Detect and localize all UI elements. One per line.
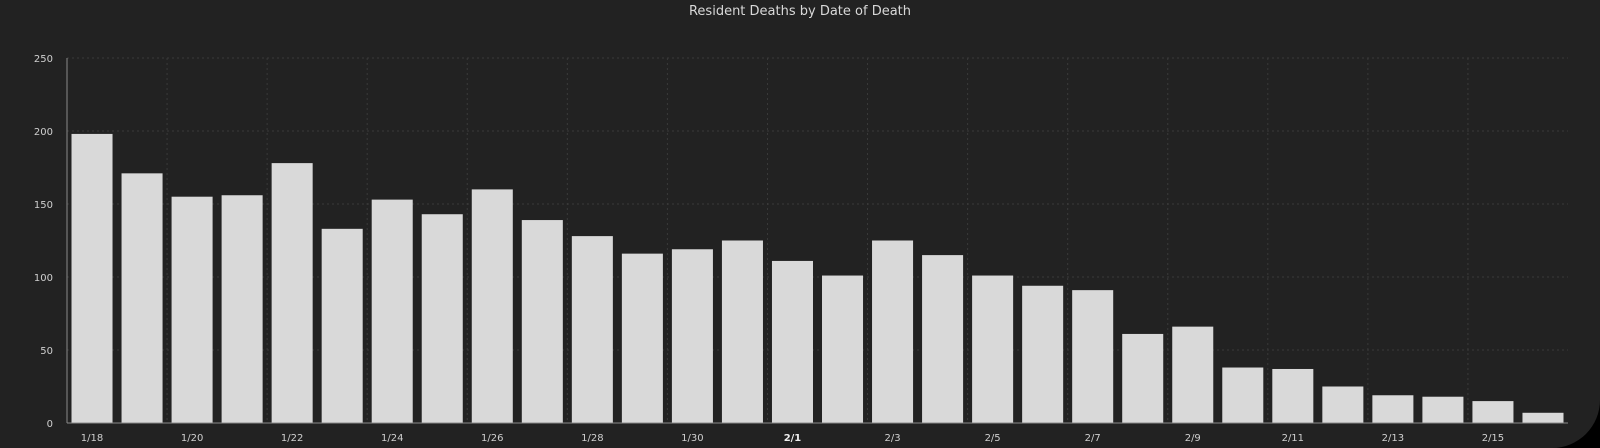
bar bbox=[922, 255, 964, 423]
bar bbox=[471, 189, 513, 423]
bar bbox=[1472, 401, 1514, 423]
x-tick-label: 2/7 bbox=[1085, 433, 1101, 444]
bar bbox=[371, 199, 413, 423]
x-tick-label: 1/26 bbox=[481, 433, 503, 444]
bar bbox=[1422, 396, 1464, 423]
y-tick-label: 50 bbox=[40, 346, 53, 357]
bar bbox=[1122, 333, 1164, 423]
bar bbox=[621, 253, 663, 423]
bar bbox=[1222, 367, 1264, 423]
bar bbox=[771, 260, 813, 423]
bar bbox=[721, 240, 763, 423]
x-tick-label: 2/15 bbox=[1482, 433, 1504, 444]
y-tick-label: 200 bbox=[34, 127, 53, 138]
bar bbox=[221, 195, 263, 423]
x-tick-label: 2/3 bbox=[885, 433, 901, 444]
y-tick-label: 250 bbox=[34, 54, 53, 65]
bar bbox=[421, 214, 463, 423]
bar bbox=[321, 228, 363, 423]
x-tick-label: 1/22 bbox=[281, 433, 303, 444]
x-tick-label: 2/1 bbox=[784, 433, 802, 444]
bar bbox=[671, 249, 713, 423]
bar bbox=[571, 236, 613, 423]
x-tick-label: 2/11 bbox=[1282, 433, 1304, 444]
x-tick-label: 1/20 bbox=[181, 433, 203, 444]
bar bbox=[1022, 285, 1064, 423]
bar bbox=[1272, 368, 1314, 423]
bar bbox=[121, 173, 163, 423]
x-tick-label: 1/28 bbox=[581, 433, 603, 444]
bar bbox=[271, 163, 313, 423]
bar bbox=[1322, 386, 1364, 423]
bar bbox=[1522, 412, 1564, 423]
x-tick-label: 1/24 bbox=[381, 433, 403, 444]
x-tick-label: 1/18 bbox=[81, 433, 103, 444]
bar bbox=[872, 240, 914, 423]
chart-title: Resident Deaths by Date of Death bbox=[688, 4, 912, 19]
x-tick-label: 1/30 bbox=[681, 433, 703, 444]
bar bbox=[972, 275, 1014, 423]
bar bbox=[71, 133, 113, 424]
y-tick-label: 150 bbox=[34, 200, 53, 211]
bar bbox=[1372, 395, 1414, 423]
x-tick-label: 2/13 bbox=[1382, 433, 1404, 444]
bar bbox=[822, 275, 864, 423]
bar bbox=[521, 220, 563, 423]
bar bbox=[171, 196, 213, 423]
bar bbox=[1172, 326, 1214, 423]
y-tick-label: 0 bbox=[47, 419, 53, 430]
x-tick-label: 2/9 bbox=[1185, 433, 1201, 444]
bar bbox=[1072, 290, 1114, 423]
y-tick-label: 100 bbox=[34, 273, 53, 284]
x-tick-label: 2/5 bbox=[985, 433, 1001, 444]
